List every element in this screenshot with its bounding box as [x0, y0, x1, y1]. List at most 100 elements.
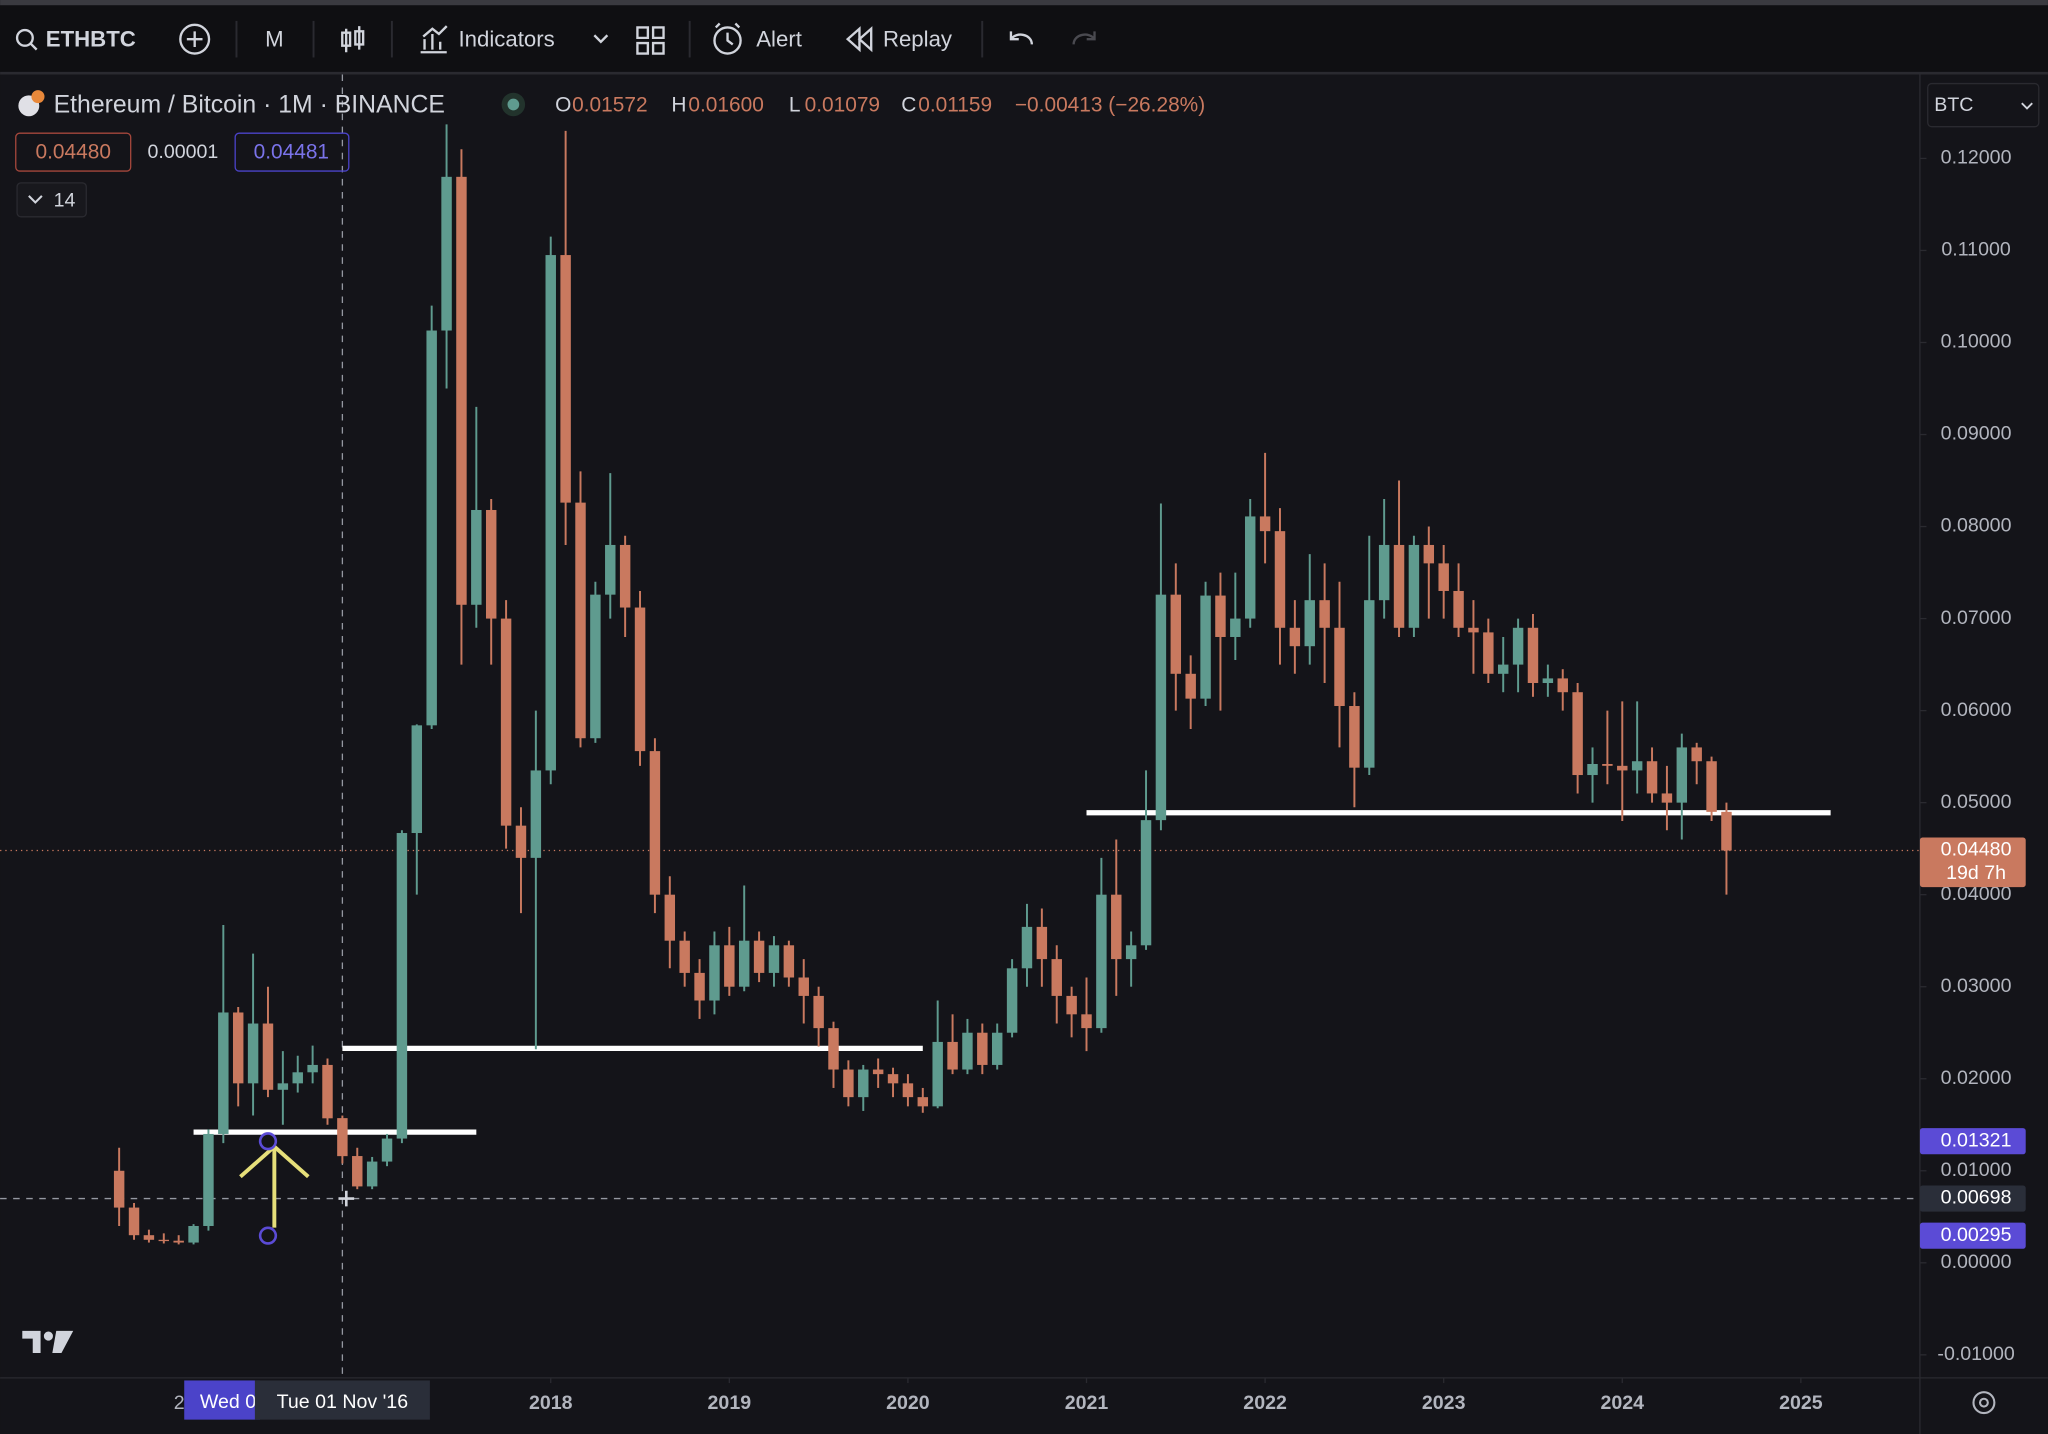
currency: BTC [1934, 94, 1973, 116]
ohlc-key: L [789, 93, 801, 116]
candle-body [768, 945, 780, 973]
indicators-count: 14 [54, 189, 76, 211]
y-tick-label: 0.07000 [1941, 607, 2012, 629]
candle-body [1378, 544, 1390, 601]
indicators-icon[interactable] [420, 25, 448, 54]
candle-body [1006, 968, 1018, 1033]
candle-body [1274, 531, 1286, 628]
toolbar-items [15, 22, 1096, 55]
y-tick-label: 0.06000 [1941, 699, 2012, 721]
candle-body [471, 509, 482, 605]
candle-body [664, 894, 676, 941]
candle-body [1289, 627, 1301, 647]
candle-body [813, 995, 824, 1029]
candle-body [426, 330, 437, 726]
candle-body [575, 502, 586, 739]
alert-icon[interactable] [713, 26, 742, 55]
candle-body [128, 1207, 140, 1236]
y-tick-label: 0.09000 [1941, 423, 2012, 445]
candle-body [1215, 595, 1226, 637]
candle-body [1036, 926, 1048, 960]
y-tick-label: 0.10000 [1941, 331, 2012, 353]
candle-body [1349, 706, 1360, 768]
candle-body [649, 751, 661, 895]
candle-body [1676, 747, 1688, 803]
candle-body [932, 1041, 943, 1107]
candle-body [887, 1074, 899, 1084]
y-tick-label: 0.00000 [1941, 1251, 2012, 1273]
undo-icon[interactable] [1009, 31, 1034, 45]
crosshair-cursor [338, 1190, 355, 1207]
candle-body [1021, 926, 1033, 969]
indicators-chevron[interactable] [593, 34, 609, 44]
candle-body [1125, 945, 1137, 960]
candle-body [947, 1041, 958, 1070]
candle-body [1527, 627, 1539, 684]
candle-body [902, 1083, 914, 1098]
candle-body [441, 176, 452, 331]
chart-type-icon[interactable] [341, 26, 365, 53]
candle-body [1587, 763, 1598, 776]
x-tick-label: 2019 [708, 1392, 752, 1414]
candle-body [411, 725, 423, 834]
candle-body [381, 1138, 393, 1162]
spread: 0.00001 [148, 141, 219, 163]
candle-body [188, 1225, 199, 1243]
candle-body [1453, 590, 1464, 628]
legend-ohlc: O 0.01572 H 0.01600 L 0.01079 C 0.01159 [555, 93, 992, 116]
candle-body [1170, 594, 1182, 674]
replay-button[interactable]: Replay [883, 26, 953, 51]
candle-body [1185, 673, 1196, 699]
candle-body [1423, 544, 1435, 564]
logo-part [22, 1330, 41, 1354]
alert-icon-hands [714, 22, 741, 46]
currency-box[interactable] [1927, 82, 2040, 128]
candle-body [173, 1240, 184, 1243]
candle-body [352, 1156, 363, 1187]
candle-body [798, 977, 809, 996]
ohlc-value: 0.01600 [688, 93, 763, 116]
candle-body [1631, 761, 1643, 771]
candle-body [545, 255, 556, 771]
toggle-chevron [28, 195, 43, 204]
alert-button[interactable]: Alert [756, 26, 802, 51]
replay-icon[interactable] [845, 26, 873, 53]
y-tick-label: 0.11000 [1941, 239, 2010, 261]
toolbar-separators [235, 20, 984, 58]
ohlc-value: 0.01572 [572, 93, 647, 116]
y-tick-label: -0.01000 [1937, 1343, 2014, 1365]
price-tag-label: 0.04480 [1941, 839, 2012, 861]
x-tick-label: 2021 [1065, 1392, 1109, 1414]
candle-body [709, 945, 720, 1001]
candle-body [337, 1118, 348, 1157]
clipped-date-label: 2 [174, 1392, 185, 1414]
settings-icon[interactable] [1972, 1391, 1996, 1415]
sell-box[interactable] [15, 132, 132, 172]
y-tick-label: 0.02000 [1941, 1067, 2012, 1089]
candle-body [515, 825, 527, 858]
candle-body [1066, 995, 1077, 1015]
candle-body [1155, 594, 1167, 821]
buy-box[interactable] [234, 132, 350, 172]
candle-body [500, 618, 512, 826]
indicators-toggle[interactable] [16, 182, 87, 218]
redo-icon[interactable] [1072, 31, 1096, 45]
interval[interactable]: M [265, 26, 283, 51]
ohlc-key: O [555, 93, 571, 116]
candle-body [530, 770, 542, 858]
indicators-button[interactable]: Indicators [458, 26, 554, 51]
x-tick-label: 2022 [1243, 1392, 1287, 1414]
x-tick-label: 2024 [1600, 1392, 1644, 1414]
candle-body [277, 1083, 289, 1090]
candle-body [962, 1032, 973, 1070]
layouts-icon[interactable] [636, 26, 665, 55]
y-tick-label: 0.05000 [1941, 791, 2012, 813]
search-icon[interactable] [15, 28, 34, 47]
symbol[interactable]: ETHBTC [46, 26, 136, 51]
add-symbol[interactable] [179, 23, 211, 55]
crosshair-date-box [254, 1380, 430, 1420]
candle-body [560, 255, 571, 503]
toolbar [0, 0, 2048, 74]
price-tag [1919, 1185, 2026, 1212]
price-tag [1919, 1222, 2026, 1249]
